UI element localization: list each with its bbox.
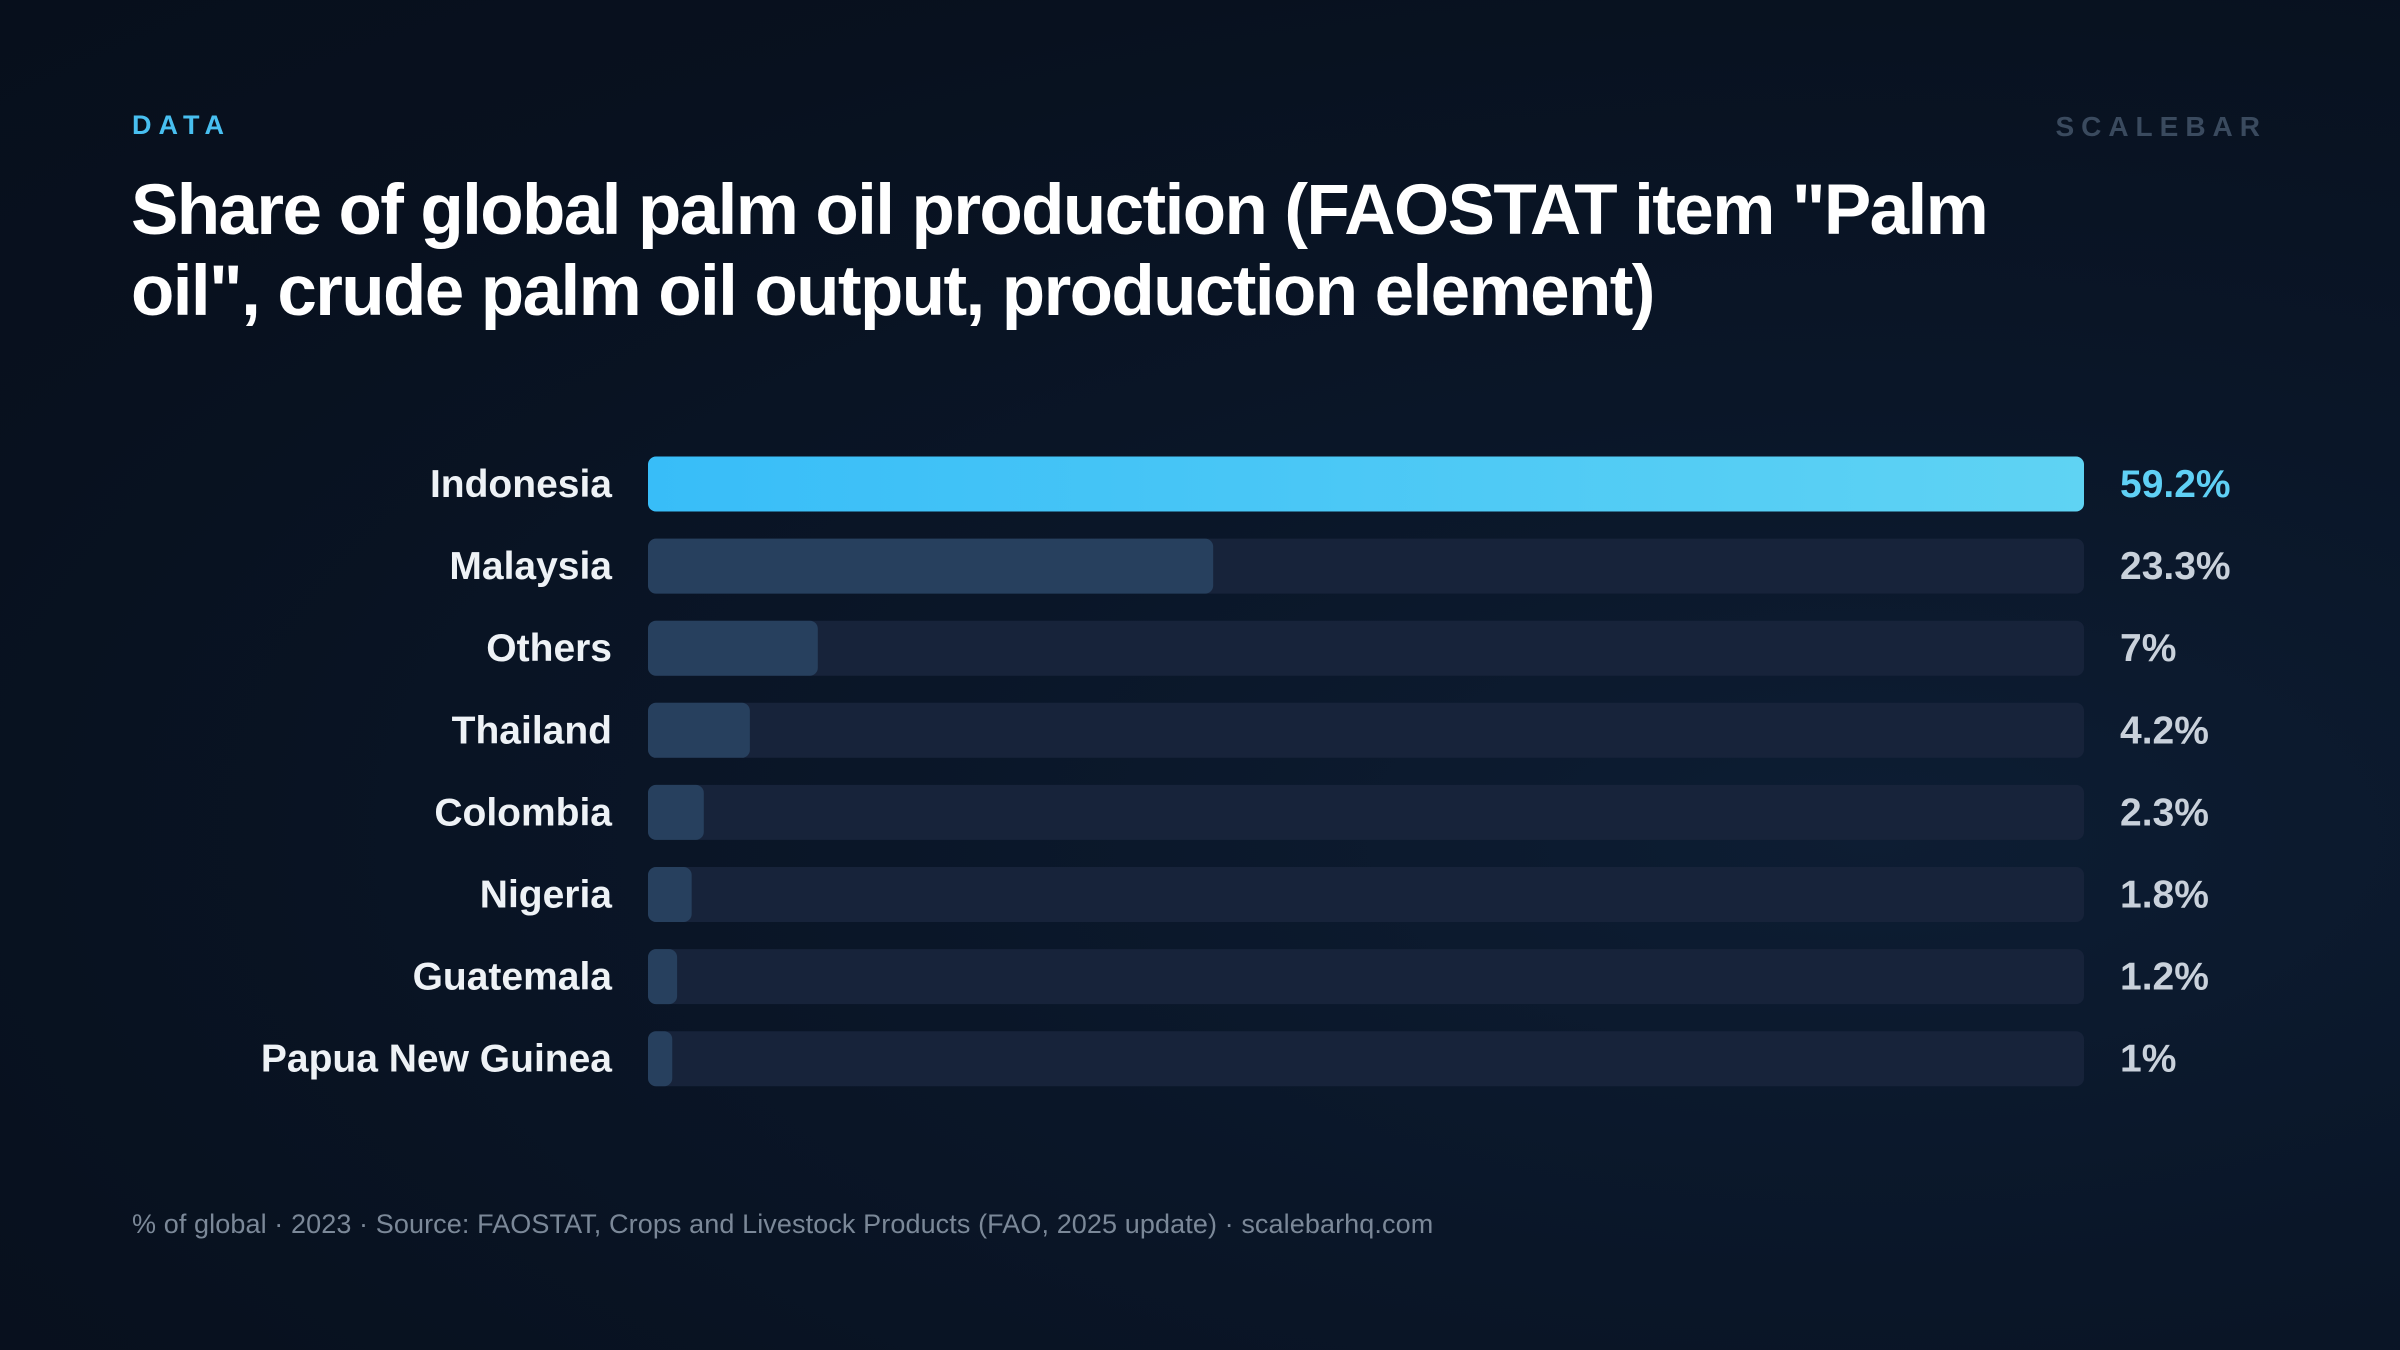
bar-papua-new-guinea <box>648 1031 673 1087</box>
category-label: Colombia <box>434 791 612 834</box>
value-label: 1% <box>2120 1038 2176 1081</box>
bar-track <box>648 1031 2084 1087</box>
bar-row-indonesia: Indonesia 59.2% <box>430 456 2231 512</box>
category-label: Malaysia <box>449 545 612 588</box>
bar-track <box>648 949 2084 1005</box>
value-label: 2.3% <box>2120 791 2209 834</box>
bar-track <box>648 867 2084 922</box>
bar-nigeria <box>648 867 692 922</box>
category-label: Thailand <box>452 709 612 752</box>
bar-row-guatemala: Guatemala 1.2% <box>413 949 2209 1005</box>
bar-track <box>648 702 2084 758</box>
bar-colombia <box>648 784 704 840</box>
bar-indonesia <box>648 456 2084 512</box>
category-label: Papua New Guinea <box>261 1038 612 1081</box>
bar-thailand <box>648 702 750 758</box>
category-label: Guatemala <box>413 956 613 999</box>
chart-rows: Indonesia 59.2% Malaysia 23.3% Others 7% Thail… <box>261 456 2231 1087</box>
bar-row-malaysia: Malaysia 23.3% <box>449 538 2231 594</box>
category-label: Nigeria <box>480 874 613 917</box>
bar-row-thailand: Thailand 4.2% <box>452 702 2209 758</box>
page-title: Share of global palm oil production (FAO… <box>131 171 1989 331</box>
value-label: 4.2% <box>2120 709 2209 752</box>
bar-row-nigeria: Nigeria 1.8% <box>480 867 2209 922</box>
value-label: 1.8% <box>2120 874 2209 917</box>
category-label: Indonesia <box>430 463 612 506</box>
bar-malaysia <box>648 538 1214 594</box>
bar-track <box>648 620 2084 676</box>
bar-others <box>648 620 818 676</box>
value-label: 1.2% <box>2120 956 2209 999</box>
bar-track <box>648 784 2084 840</box>
value-label: 23.3% <box>2120 545 2231 588</box>
value-label: 59.2% <box>2120 463 2231 506</box>
eyebrow-label: DATA <box>132 110 231 140</box>
brand-logo: SCALEBAR <box>2055 111 2267 142</box>
bar-row-colombia: Colombia 2.3% <box>434 784 2209 840</box>
source-footer: % of global · 2023 · Source: FAOSTAT, Cr… <box>132 1209 1434 1239</box>
bar-guatemala <box>648 949 678 1005</box>
value-label: 7% <box>2120 627 2176 670</box>
category-label: Others <box>486 627 612 670</box>
bar-row-others: Others 7% <box>486 620 2176 676</box>
bar-row-papua-new-guinea: Papua New Guinea 1% <box>261 1031 2176 1087</box>
